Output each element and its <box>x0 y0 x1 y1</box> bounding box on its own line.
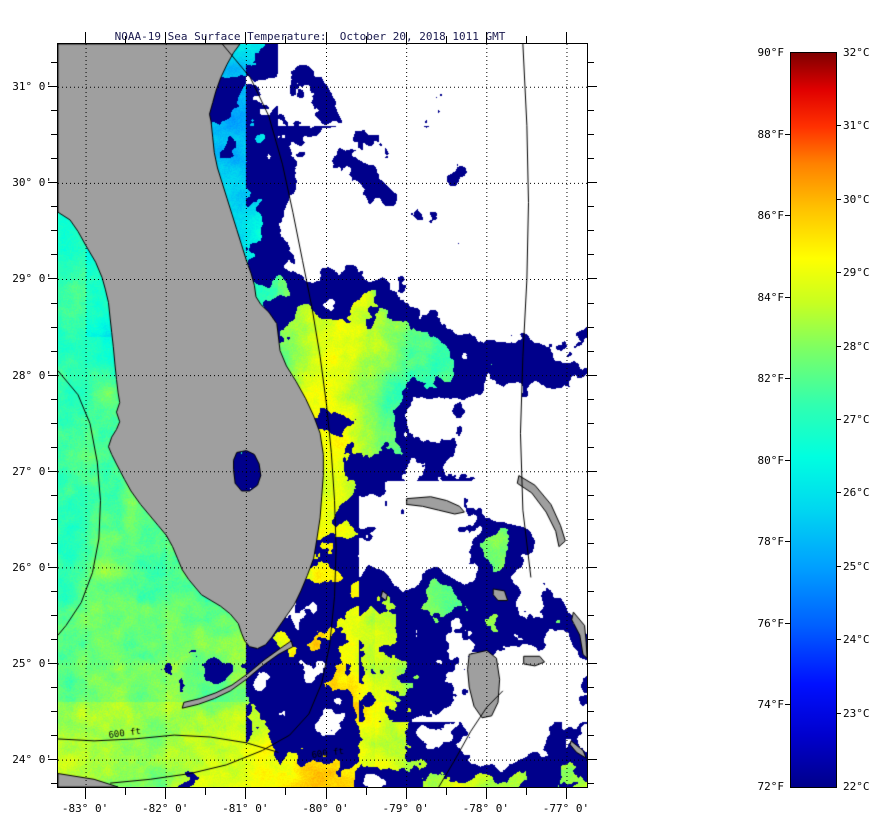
y-axis-right-tick <box>588 303 594 304</box>
colorbar-celsius-label: 23°C <box>843 706 870 720</box>
temperature-colorbar[interactable] <box>790 52 837 788</box>
y-axis-right-tick <box>588 711 594 712</box>
colorbar-celsius-label: 24°C <box>843 633 870 647</box>
y-axis-right-tick <box>588 759 597 760</box>
y-axis-major-tick <box>48 759 57 760</box>
colorbar-gradient <box>791 53 836 787</box>
y-axis-right-tick <box>588 687 594 688</box>
x-axis-major-tick <box>406 788 407 799</box>
y-axis-right-tick <box>588 615 594 616</box>
y-axis-right-tick <box>588 783 594 784</box>
colorbar-fahrenheit-label: 84°F <box>757 290 785 304</box>
y-axis-label: 26° 0' <box>12 560 52 574</box>
x-axis-major-tick <box>486 788 487 799</box>
x-axis-minor-tick <box>205 788 206 795</box>
y-axis-right-tick <box>588 278 597 279</box>
y-axis-right-tick <box>588 110 594 111</box>
colorbar-celsius-label: 27°C <box>843 413 870 426</box>
x-axis-major-tick <box>245 788 246 799</box>
y-axis-major-tick <box>48 567 57 568</box>
x-axis-major-tick <box>165 788 166 799</box>
colorbar-celsius-label: 28°C <box>843 339 870 353</box>
colorbar-fahrenheit-label: 86°F <box>757 209 785 223</box>
colorbar-celsius-label: 31°C <box>843 119 870 133</box>
colorbar-fahrenheit-label: 74°F <box>757 698 785 712</box>
colorbar-fahrenheit-label: 76°F <box>757 616 785 630</box>
y-axis-right-tick <box>588 206 594 207</box>
y-axis-right-tick <box>588 591 594 592</box>
y-axis-right-tick <box>588 134 594 135</box>
y-axis-major-tick <box>48 375 57 376</box>
y-axis-label: 30° 0' <box>12 176 52 190</box>
y-axis-right-tick <box>588 158 594 159</box>
x-axis-major-tick <box>326 788 327 799</box>
y-axis-right-tick <box>588 543 594 544</box>
y-axis-right-tick <box>588 519 594 520</box>
y-axis-major-tick <box>48 471 57 472</box>
y-axis-label: 27° 0' <box>12 464 52 478</box>
y-axis-right-tick <box>588 495 594 496</box>
y-axis-label: 29° 0' <box>12 272 52 286</box>
y-axis-right-tick <box>588 423 594 424</box>
y-axis-right-tick <box>588 567 597 568</box>
y-axis-right-tick <box>588 399 594 400</box>
y-axis-right-tick <box>588 447 594 448</box>
y-axis-right-tick <box>588 471 597 472</box>
colorbar-celsius-label: 22°C <box>843 780 870 793</box>
y-axis-label: 28° 0' <box>12 368 52 382</box>
y-axis-right-tick <box>588 351 594 352</box>
y-axis-major-tick <box>48 663 57 664</box>
y-axis-right-tick <box>588 663 597 664</box>
y-axis-right-tick <box>588 230 594 231</box>
colorbar-fahrenheit-label: 90°F <box>757 46 785 59</box>
colorbar-celsius-label: 26°C <box>843 486 870 500</box>
x-axis-minor-tick <box>125 788 126 795</box>
x-axis-minor-tick <box>446 788 447 795</box>
y-axis-major-tick <box>48 182 57 183</box>
colorbar-fahrenheit-label: 72°F <box>757 780 785 793</box>
y-axis-right-tick <box>588 254 594 255</box>
x-axis-major-tick <box>85 788 86 799</box>
y-axis-right-tick <box>588 375 597 376</box>
y-axis-right-tick <box>588 735 594 736</box>
x-axis-major-tick <box>566 788 567 799</box>
colorbar-fahrenheit-label: 78°F <box>757 535 785 549</box>
y-axis-label: 25° 0' <box>12 656 52 670</box>
y-axis-label: 24° 0' <box>12 753 52 767</box>
colorbar-fahrenheit-label: 88°F <box>757 127 785 141</box>
sst-map-panel[interactable] <box>57 43 588 788</box>
page-title: NOAA-19 Sea Surface Temperature: October… <box>114 30 506 43</box>
x-axis-minor-tick <box>366 788 367 795</box>
sst-heatmap-canvas <box>58 44 587 787</box>
colorbar-fahrenheit-label: 82°F <box>757 372 785 386</box>
colorbar-celsius-label: 30°C <box>843 192 870 206</box>
y-axis-right-tick <box>588 182 597 183</box>
y-axis-major-tick <box>48 278 57 279</box>
x-axis-minor-tick <box>526 788 527 795</box>
y-axis-right-tick <box>588 327 594 328</box>
x-axis-minor-tick <box>285 788 286 795</box>
y-axis-right-tick <box>588 639 594 640</box>
colorbar-celsius-label: 29°C <box>843 266 870 280</box>
colorbar-celsius-label: 25°C <box>843 559 870 573</box>
colorbar-fahrenheit-label: 80°F <box>757 453 785 467</box>
colorbar-celsius-label: 32°C <box>843 46 870 59</box>
